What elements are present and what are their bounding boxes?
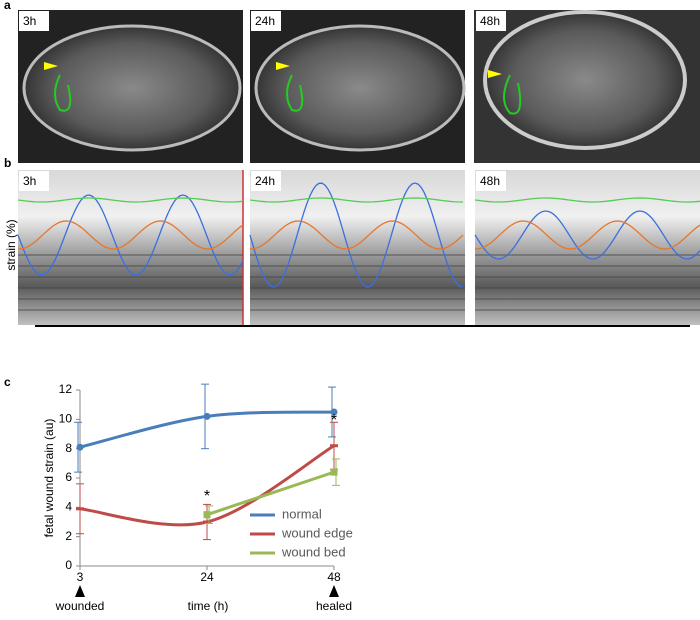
x-tick-label: 3 [77,570,84,584]
legend-label: normal [282,506,322,521]
marker [203,520,211,524]
panel-label: c [4,375,11,389]
trace [249,220,464,250]
y-tick-label: 8 [65,441,72,455]
image-label: 3h [23,174,36,188]
image-label-box [19,11,49,31]
trace [474,210,700,260]
arrow [329,585,339,597]
trace [474,197,700,203]
ultrasound-images [18,10,700,163]
annotation: healed [316,599,352,613]
x-tick-label: 48 [327,570,341,584]
annotation: * [331,412,337,429]
image-label-box [19,171,49,191]
y-tick-label: 10 [59,412,73,426]
trace [249,197,464,203]
image-label: 3h [23,14,36,28]
trace [474,220,700,250]
image-label: 48h [480,174,500,188]
marker [203,511,211,519]
annotation: * [204,488,210,505]
annotation: wounded [55,599,105,613]
x-tick-label: 24 [200,570,214,584]
y-axis-label: fetal wound strain (au) [42,419,56,538]
y-tick-label: 12 [59,382,73,396]
y-tick-label: 6 [65,470,72,484]
marker [330,444,338,448]
image-label: 24h [255,174,275,188]
series-line [206,470,335,517]
m-mode-strips [18,170,700,325]
x-axis-label: time (h) [188,599,229,613]
marker [330,408,338,416]
image-label-box [251,171,281,191]
legend-label: wound bed [281,544,346,559]
panel-label: b [4,156,11,170]
y-tick-label: 4 [65,500,72,514]
image-label-box [251,11,281,31]
legend-label: wound edge [281,525,353,540]
y-tick-label: 0 [65,558,72,572]
trace [17,197,244,203]
marker [76,507,84,511]
y-tick-label: 2 [65,529,72,543]
image-label: 48h [480,14,500,28]
trace [17,194,244,276]
marker [203,412,211,420]
marker [330,468,338,476]
marker [76,443,84,451]
trace [17,220,244,250]
arrow [75,585,85,597]
image-label-box [476,11,506,31]
trace [249,182,464,288]
image-label-box [476,171,506,191]
image-label: 24h [255,14,275,28]
y-axis-label: strain (%) [4,219,18,270]
panel-label: a [4,0,11,12]
